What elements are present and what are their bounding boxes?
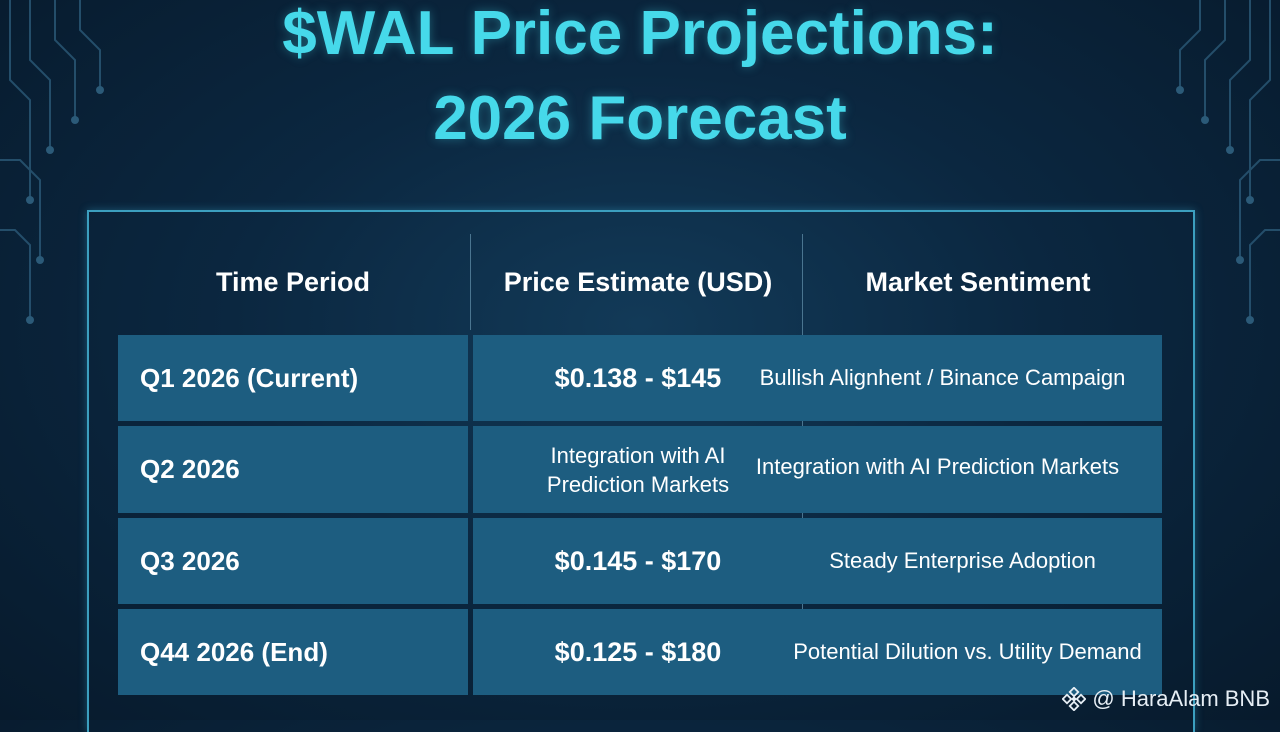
column-header-price-estimate: Price Estimate (USD)	[503, 267, 773, 297]
table-row-sentiment: Potential Dilution vs. Utility Demand	[793, 609, 1162, 695]
table-frame	[87, 210, 1195, 732]
circuit-decoration-left	[0, 0, 104, 324]
page-title-line-2: 2026 Forecast	[433, 84, 847, 153]
table-row-price: Integration with AI Prediction Markets	[473, 426, 803, 513]
sentiment-text: Bullish Alignhent / Binance Campaign	[759, 365, 1126, 390]
table-row-price: $0.125 - $180	[473, 609, 803, 695]
author-watermark: @ HaraAlam BNB	[1062, 686, 1270, 712]
table-row-price: $0.145 - $170	[473, 518, 803, 604]
column-divider	[470, 234, 471, 330]
column-header-time-period: Time Period	[215, 267, 371, 297]
sentiment-text: Steady Enterprise Adoption	[829, 548, 1096, 573]
table-row-sentiment: Integration with AI Prediction Markets	[756, 426, 1162, 513]
circuit-decoration-right	[1176, 0, 1280, 324]
table-row-period: Q44 2026 (End)	[118, 609, 468, 695]
table-row-period: Q3 2026	[118, 518, 468, 604]
watermark-text: @ HaraAlam BNB	[1092, 686, 1270, 711]
table-row-sentiment: Steady Enterprise Adoption	[803, 518, 1162, 604]
column-header-market-sentiment: Market Sentiment	[865, 267, 1091, 297]
sentiment-text: Integration with AI Prediction Markets	[755, 454, 1120, 479]
price-estimate: Integration with AI Prediction Markets	[546, 442, 730, 497]
table-row-period: Q2 2026	[118, 426, 468, 513]
sentiment-text: Potential Dilution vs. Utility Demand	[793, 639, 1142, 664]
price-estimate: $0.145 - $170	[554, 545, 722, 576]
table-row-price: $0.138 - $145	[473, 335, 803, 421]
page-title-line-1: $WAL Price Projections:	[282, 0, 998, 68]
price-estimate: $0.125 - $180	[554, 636, 722, 667]
table-row-period: Q1 2026 (Current)	[118, 335, 468, 421]
binance-icon	[1062, 687, 1087, 711]
table-row-sentiment: Bullish Alignhent / Binance Campaign	[760, 335, 1162, 421]
price-estimate: $0.138 - $145	[554, 362, 722, 393]
